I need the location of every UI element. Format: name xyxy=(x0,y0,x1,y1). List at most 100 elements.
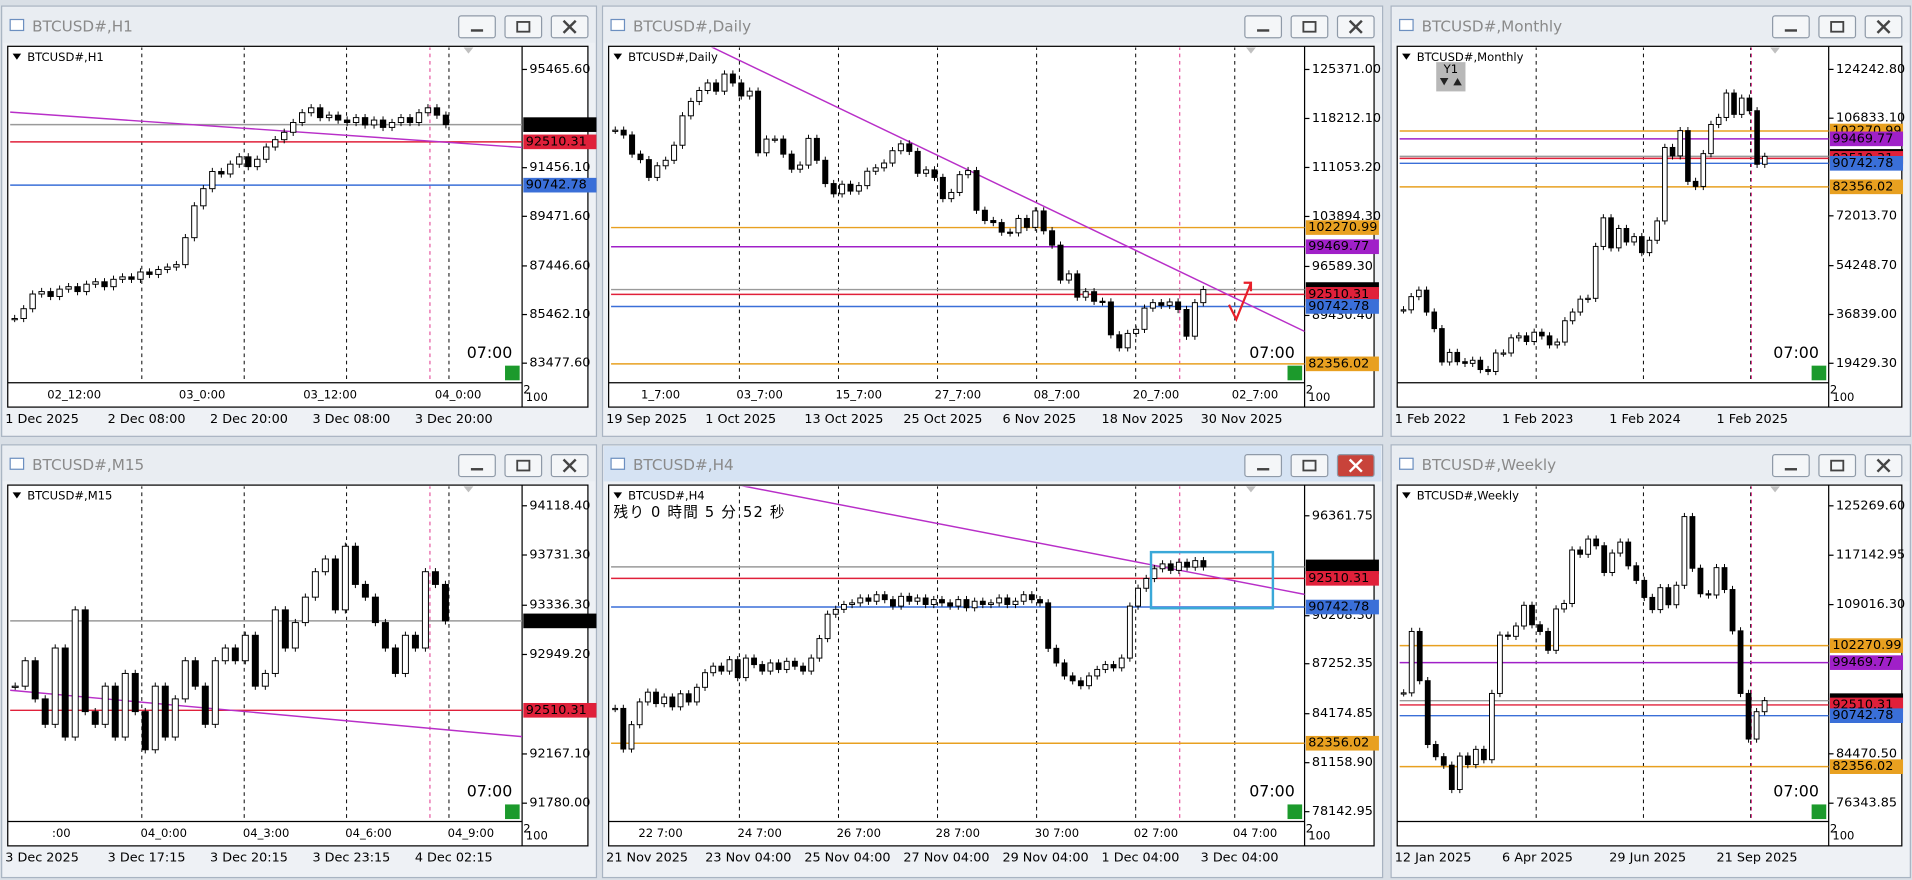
chart-window[interactable]: BTCUSD#,Monthly 1 Feb 2022 1 Feb 2023 1 Feb… xyxy=(1390,5,1911,437)
candle xyxy=(1601,545,1608,573)
close-button[interactable] xyxy=(1864,15,1903,39)
minimize-button[interactable] xyxy=(1772,15,1810,39)
time-label: 26 7:00 xyxy=(837,826,881,840)
chart-window[interactable]: BTCUSD#,H1 1 Dec 2025 2 Dec 08:00 2 Dec 20:… xyxy=(1,5,598,437)
maximize-button[interactable] xyxy=(504,454,543,478)
maximize-button[interactable] xyxy=(1290,15,1329,39)
candle xyxy=(1167,563,1174,571)
chart-window[interactable]: BTCUSD#,Weekly 12 Jan 2025 6 Apr 2025 29 Ju… xyxy=(1390,444,1911,879)
maximize-button[interactable] xyxy=(1290,454,1329,478)
trendline xyxy=(10,111,523,149)
date-label: 3 Dec 20:15 xyxy=(210,851,288,866)
candle xyxy=(1061,662,1068,677)
y-tick-label: 93336.30 xyxy=(529,598,590,613)
candle xyxy=(840,603,847,610)
candle xyxy=(155,269,162,275)
candle xyxy=(281,609,289,649)
price-tag xyxy=(523,117,597,132)
candle xyxy=(865,597,872,602)
y-tick-label: 96361.75 xyxy=(1312,508,1373,523)
period-button-label: Y1 xyxy=(1443,62,1458,76)
candle xyxy=(1015,217,1022,234)
candle xyxy=(1424,680,1431,746)
candle xyxy=(401,634,409,674)
candle xyxy=(1689,516,1696,569)
candle xyxy=(1143,578,1150,589)
y-tick-label: 95465.60 xyxy=(529,62,590,77)
candle xyxy=(679,115,686,146)
y-tick-label: 111053.20 xyxy=(1312,160,1381,175)
collapse-mark xyxy=(1770,486,1780,493)
scale-mark: 2 xyxy=(1830,383,1837,397)
scale-mark: 100 xyxy=(1832,390,1854,404)
candle xyxy=(1492,352,1499,372)
price-tag xyxy=(1305,239,1379,255)
candle xyxy=(1657,587,1664,611)
candle xyxy=(1107,301,1114,336)
y-tick-label: 109016.30 xyxy=(1836,597,1905,612)
candle xyxy=(307,107,315,114)
candle xyxy=(272,139,279,148)
close-button[interactable] xyxy=(550,454,589,478)
candle xyxy=(351,545,359,585)
label-arrow xyxy=(1402,53,1411,60)
candle xyxy=(245,156,252,168)
candle xyxy=(636,701,643,726)
candle xyxy=(1554,341,1561,346)
candle xyxy=(1472,748,1479,766)
candle xyxy=(1408,296,1414,311)
candle xyxy=(1562,320,1568,343)
candle xyxy=(1133,328,1140,334)
candle xyxy=(1753,711,1760,740)
candle xyxy=(381,622,389,649)
minimize-button[interactable] xyxy=(1244,454,1283,478)
time-label: 20_7:00 xyxy=(1133,387,1179,401)
candle xyxy=(1729,589,1736,632)
close-button[interactable] xyxy=(1336,454,1375,478)
close-button[interactable] xyxy=(1336,15,1375,39)
period-button-bg xyxy=(1436,62,1466,92)
close-button[interactable] xyxy=(1864,454,1903,478)
candle xyxy=(47,291,54,297)
arrows xyxy=(1439,78,1462,86)
chart-window[interactable]: BTCUSD#,H4 21 Nov 2025 23 Nov 04:00 25 Nov … xyxy=(601,444,1384,879)
candle xyxy=(1400,692,1407,695)
candle xyxy=(71,609,79,738)
maximize-button[interactable] xyxy=(504,15,543,39)
candle xyxy=(1669,146,1676,157)
minimize-button[interactable] xyxy=(458,454,496,478)
maximize-button[interactable] xyxy=(1818,454,1857,478)
candle xyxy=(671,144,678,161)
date-label: 25 Oct 2025 xyxy=(903,412,982,427)
candle xyxy=(855,185,862,192)
period-button[interactable]: Y1 xyxy=(1436,62,1466,92)
candle xyxy=(111,685,119,738)
candle xyxy=(411,634,419,649)
candle xyxy=(41,698,49,725)
candle xyxy=(1715,116,1722,125)
date-label: 3 Dec 2025 xyxy=(5,851,79,866)
chart-window[interactable]: BTCUSD#,M15 3 Dec 2025 3 Dec 17:15 3 Dec 20… xyxy=(1,444,598,879)
minimize-button[interactable] xyxy=(458,15,496,39)
candle xyxy=(759,664,766,672)
candle xyxy=(800,665,807,672)
candle xyxy=(1166,301,1173,306)
minimize-button[interactable] xyxy=(1772,454,1810,478)
candle xyxy=(1697,567,1704,595)
y-tick-label: 87252.35 xyxy=(1312,656,1373,671)
maximize-button[interactable] xyxy=(1818,15,1857,39)
candle xyxy=(629,134,636,155)
candle xyxy=(1439,328,1445,363)
candle xyxy=(101,281,108,288)
chart-label: BTCUSD#,Monthly xyxy=(1417,50,1524,64)
chart-window[interactable]: BTCUSD#,Daily 19 Sep 2025 1 Oct 2025 13 Oct… xyxy=(601,0,1384,437)
minimize-button[interactable] xyxy=(1244,15,1283,39)
candle xyxy=(713,82,720,92)
date-label: 3 Dec 08:00 xyxy=(312,412,390,427)
candle xyxy=(1040,210,1047,232)
candle xyxy=(1074,273,1081,298)
y-tick-label: 117142.95 xyxy=(1836,548,1905,563)
y-tick-label: 94118.40 xyxy=(529,498,590,513)
close-button[interactable] xyxy=(550,15,589,39)
candle xyxy=(1191,302,1198,337)
